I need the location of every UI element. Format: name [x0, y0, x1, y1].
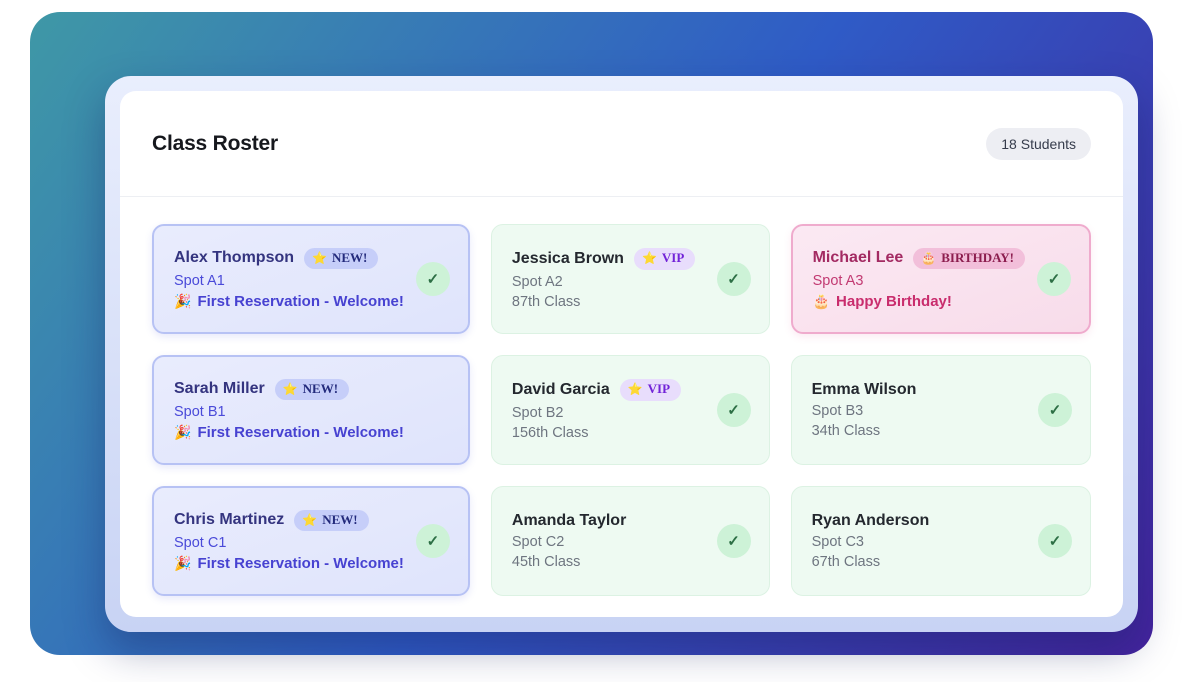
class-count-label: 156th Class: [511, 424, 589, 441]
spot-label: Spot B3: [811, 403, 864, 419]
student-info: Amanda Taylor Spot C2 45th Class: [512, 512, 626, 570]
student-card[interactable]: Michael Lee 🎂 BIRTHDAY! Spot A3 🎂 Happy Birth…: [790, 224, 1091, 334]
student-name-row: Alex Thompson ⭐ NEW!: [174, 247, 404, 270]
new-badge: ⭐ NEW!: [274, 378, 350, 401]
student-card[interactable]: Alex Thompson ⭐ NEW! Spot A1 🎉 First Reservat…: [152, 224, 470, 334]
student-name: Amanda Taylor: [511, 512, 627, 529]
panel-frame: Class Roster 18 Students Alex Thompson ⭐ N…: [105, 76, 1138, 632]
student-card[interactable]: Jessica Brown ⭐ VIP Spot A2 87th Class ✓: [490, 224, 770, 334]
badge-label: VIP: [647, 381, 671, 397]
student-name-row: Amanda Taylor: [512, 512, 626, 530]
badge-label: NEW!: [302, 380, 339, 396]
student-name-row: Sarah Miller ⭐ NEW!: [174, 378, 404, 401]
student-name: Emma Wilson: [811, 381, 917, 398]
student-info: Ryan Anderson Spot C3 67th Class: [812, 512, 930, 570]
note-text: Happy Birthday!: [836, 293, 952, 311]
note-text: First Reservation - Welcome!: [197, 424, 404, 442]
checked-in-icon: ✓: [716, 524, 751, 558]
panel-header: Class Roster 18 Students: [120, 91, 1123, 197]
student-name-row: Michael Lee 🎂 BIRTHDAY!: [812, 247, 1025, 270]
birthday-badge: 🎂 BIRTHDAY!: [913, 247, 1025, 270]
student-card[interactable]: David Garcia ⭐ VIP Spot B2 156th Class ✓: [490, 355, 770, 465]
badge-label: NEW!: [331, 249, 368, 265]
student-info: Sarah Miller ⭐ NEW! Spot B1 🎉 First Reservati…: [174, 378, 404, 441]
student-name: Ryan Anderson: [811, 512, 930, 529]
page-title: Class Roster: [152, 131, 278, 155]
student-info: Chris Martinez ⭐ NEW! Spot C1 🎉 First Reserva…: [174, 509, 404, 572]
note-text: First Reservation - Welcome!: [197, 293, 404, 311]
star-icon: ⭐: [312, 250, 327, 265]
spot-label: Spot B1: [174, 404, 226, 421]
gradient-background: Class Roster 18 Students Alex Thompson ⭐ N…: [30, 12, 1153, 655]
spot-label: Spot C1: [174, 535, 227, 552]
student-name: Alex Thompson: [174, 249, 295, 267]
student-name-row: Chris Martinez ⭐ NEW!: [174, 509, 404, 532]
badge-label: VIP: [661, 250, 685, 266]
student-name-row: Ryan Anderson: [812, 512, 930, 530]
cake-icon: 🎂: [812, 293, 831, 310]
class-count-label: 45th Class: [511, 554, 581, 570]
class-count-label: 34th Class: [811, 423, 881, 439]
note-line: 🎉 First Reservation - Welcome!: [174, 293, 404, 310]
student-name: Sarah Miller: [174, 380, 265, 398]
note-line: 🎉 First Reservation - Welcome!: [174, 424, 404, 441]
new-badge: ⭐ NEW!: [304, 247, 379, 270]
student-name: David Garcia: [511, 380, 610, 398]
student-count-badge: 18 Students: [986, 127, 1091, 160]
checked-in-icon: ✓: [1038, 524, 1072, 558]
party-popper-icon: 🎉: [174, 293, 192, 310]
spot-label: Spot C3: [811, 534, 864, 550]
student-name-row: David Garcia ⭐ VIP: [511, 379, 682, 401]
student-name: Jessica Brown: [511, 249, 624, 267]
party-popper-icon: 🎉: [174, 424, 192, 441]
note-line: 🎉 First Reservation - Welcome!: [174, 555, 404, 572]
student-card[interactable]: Ryan Anderson Spot C3 67th Class ✓: [790, 486, 1091, 596]
student-name-row: Emma Wilson: [812, 381, 917, 399]
student-card[interactable]: Sarah Miller ⭐ NEW! Spot B1 🎉 First Reservati…: [152, 355, 470, 465]
star-icon: ⭐: [302, 512, 318, 527]
roster-grid: Alex Thompson ⭐ NEW! Spot A1 🎉 First Reservat…: [120, 197, 1123, 616]
star-icon: ⭐: [627, 382, 643, 397]
student-name: Michael Lee: [812, 249, 904, 267]
spot-label: Spot A3: [812, 273, 864, 290]
checked-in-icon: ✓: [1037, 262, 1071, 296]
vip-badge: ⭐ VIP: [633, 248, 696, 270]
spot-label: Spot A1: [174, 273, 225, 290]
student-info: Emma Wilson Spot B3 34th Class: [812, 381, 917, 439]
note-line: 🎂 Happy Birthday!: [813, 293, 1025, 310]
student-info: Jessica Brown ⭐ VIP Spot A2 87th Class: [511, 248, 696, 310]
note-text: First Reservation - Welcome!: [197, 555, 404, 573]
student-card[interactable]: Emma Wilson Spot B3 34th Class ✓: [790, 355, 1091, 465]
class-count-label: 87th Class: [511, 293, 581, 310]
badge-label: NEW!: [322, 511, 358, 527]
spot-label: Spot B2: [511, 404, 564, 421]
class-roster-panel: Class Roster 18 Students Alex Thompson ⭐ N…: [120, 91, 1123, 617]
class-count-label: 67th Class: [811, 554, 881, 570]
student-name: Chris Martinez: [174, 511, 285, 529]
spot-label: Spot C2: [511, 534, 565, 550]
student-info: Alex Thompson ⭐ NEW! Spot A1 🎉 First Reservat…: [174, 247, 404, 310]
student-name-row: Jessica Brown ⭐ VIP: [511, 248, 696, 270]
student-card[interactable]: Chris Martinez ⭐ NEW! Spot C1 🎉 First Reserva…: [152, 486, 470, 596]
student-info: David Garcia ⭐ VIP Spot B2 156th Class: [511, 379, 682, 441]
checked-in-icon: ✓: [415, 524, 450, 558]
vip-badge: ⭐ VIP: [619, 379, 682, 401]
spot-label: Spot A2: [511, 273, 563, 290]
party-popper-icon: 🎉: [174, 555, 192, 572]
student-card[interactable]: Amanda Taylor Spot C2 45th Class ✓: [490, 486, 770, 596]
new-badge: ⭐ NEW!: [294, 509, 369, 532]
student-info: Michael Lee 🎂 BIRTHDAY! Spot A3 🎂 Happy Birth…: [812, 247, 1025, 310]
star-icon: ⭐: [282, 381, 298, 396]
checked-in-icon: ✓: [415, 262, 450, 296]
cake-icon: 🎂: [921, 250, 937, 265]
checked-in-icon: ✓: [716, 393, 751, 427]
checked-in-icon: ✓: [716, 262, 751, 296]
star-icon: ⭐: [641, 251, 657, 266]
checked-in-icon: ✓: [1038, 393, 1072, 427]
badge-label: BIRTHDAY!: [941, 249, 1014, 265]
